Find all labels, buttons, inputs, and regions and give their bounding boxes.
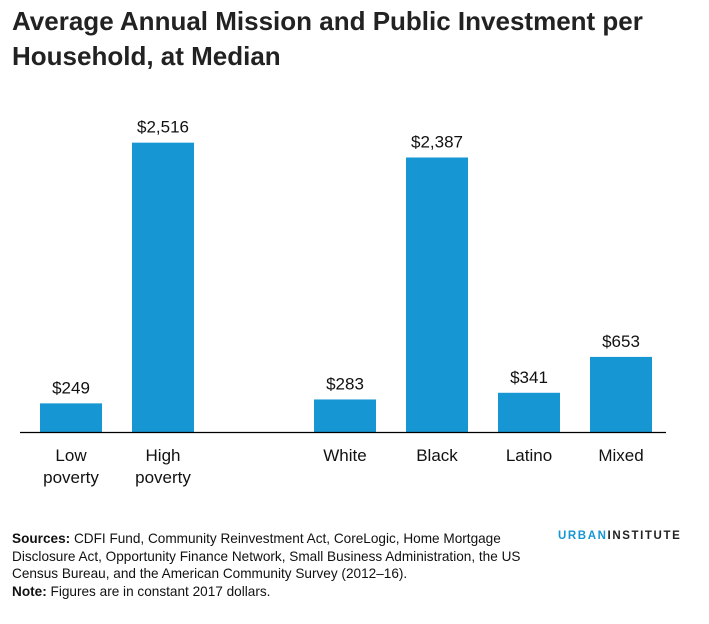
- data-label: $341: [510, 368, 548, 387]
- chart-title: Average Annual Mission and Public Invest…: [12, 6, 643, 71]
- category-label: poverty: [135, 468, 191, 487]
- bar: [314, 399, 376, 432]
- category-label: Black: [416, 446, 458, 465]
- bar: [498, 392, 560, 432]
- data-label: $249: [52, 378, 90, 397]
- category-label: Latino: [506, 446, 552, 465]
- bar: [40, 403, 102, 432]
- brand-part1: URBAN: [558, 530, 608, 542]
- brand-part2: INSTITUTE: [607, 530, 682, 542]
- category-label: High: [146, 446, 181, 465]
- sources-label: Sources:: [12, 531, 71, 546]
- data-label: $653: [602, 332, 640, 351]
- bar-chart: $249 Low poverty $2,516 High poverty $283 White…: [20, 118, 666, 487]
- category-label: White: [323, 446, 366, 465]
- note-label: Note:: [12, 583, 47, 599]
- category-label: Low: [55, 446, 87, 465]
- data-label: $2,387: [411, 132, 463, 151]
- bar: [132, 142, 194, 432]
- note-text: Figures are in constant 2017 dollars.: [46, 583, 271, 599]
- category-label: Mixed: [598, 446, 643, 465]
- data-label: $283: [326, 374, 364, 393]
- sources-text: CDFI Fund, Community Reinvestment Act, C…: [12, 531, 521, 581]
- category-label: poverty: [43, 468, 99, 487]
- urban-institute-logo: URBANINSTITUTE: [558, 530, 681, 542]
- bar: [590, 356, 652, 432]
- bar: [406, 157, 468, 432]
- sources-note: Sources: CDFI Fund, Community Reinvestme…: [12, 530, 552, 600]
- data-label: $2,516: [137, 118, 189, 137]
